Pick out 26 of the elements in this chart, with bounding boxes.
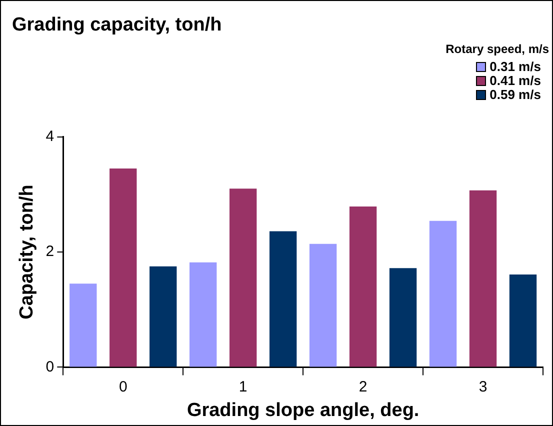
x-tick-label: 0 [118, 378, 128, 396]
y-tick-label: 2 [46, 243, 54, 260]
legend-label: 0.41 m/s [490, 73, 541, 88]
bar [429, 220, 457, 367]
bar [229, 188, 257, 367]
bar [70, 284, 97, 367]
y-axis-title: Capacity, ton/h [16, 184, 38, 320]
bar [509, 274, 537, 367]
y-tick-label: 0 [46, 358, 54, 376]
bar [309, 244, 337, 367]
chart-title: Grading capacity, ton/h [12, 14, 222, 36]
bar [469, 190, 497, 367]
legend-title: Rotary speed, m/s [446, 42, 549, 56]
bar [389, 268, 417, 367]
x-tick-label: 3 [478, 378, 488, 396]
legend-label: 0.31 m/s [490, 59, 541, 74]
y-tick-label: 4 [46, 128, 54, 145]
x-tick-label: 1 [238, 378, 248, 396]
bar [150, 266, 177, 367]
bar [190, 262, 217, 367]
bar [269, 231, 297, 367]
x-axis-title: Grading slope angle, deg. [186, 400, 420, 421]
legend-label: 0.59 m/s [490, 87, 541, 102]
bar [110, 168, 137, 367]
bar [349, 206, 377, 367]
x-tick-label: 2 [358, 378, 368, 396]
